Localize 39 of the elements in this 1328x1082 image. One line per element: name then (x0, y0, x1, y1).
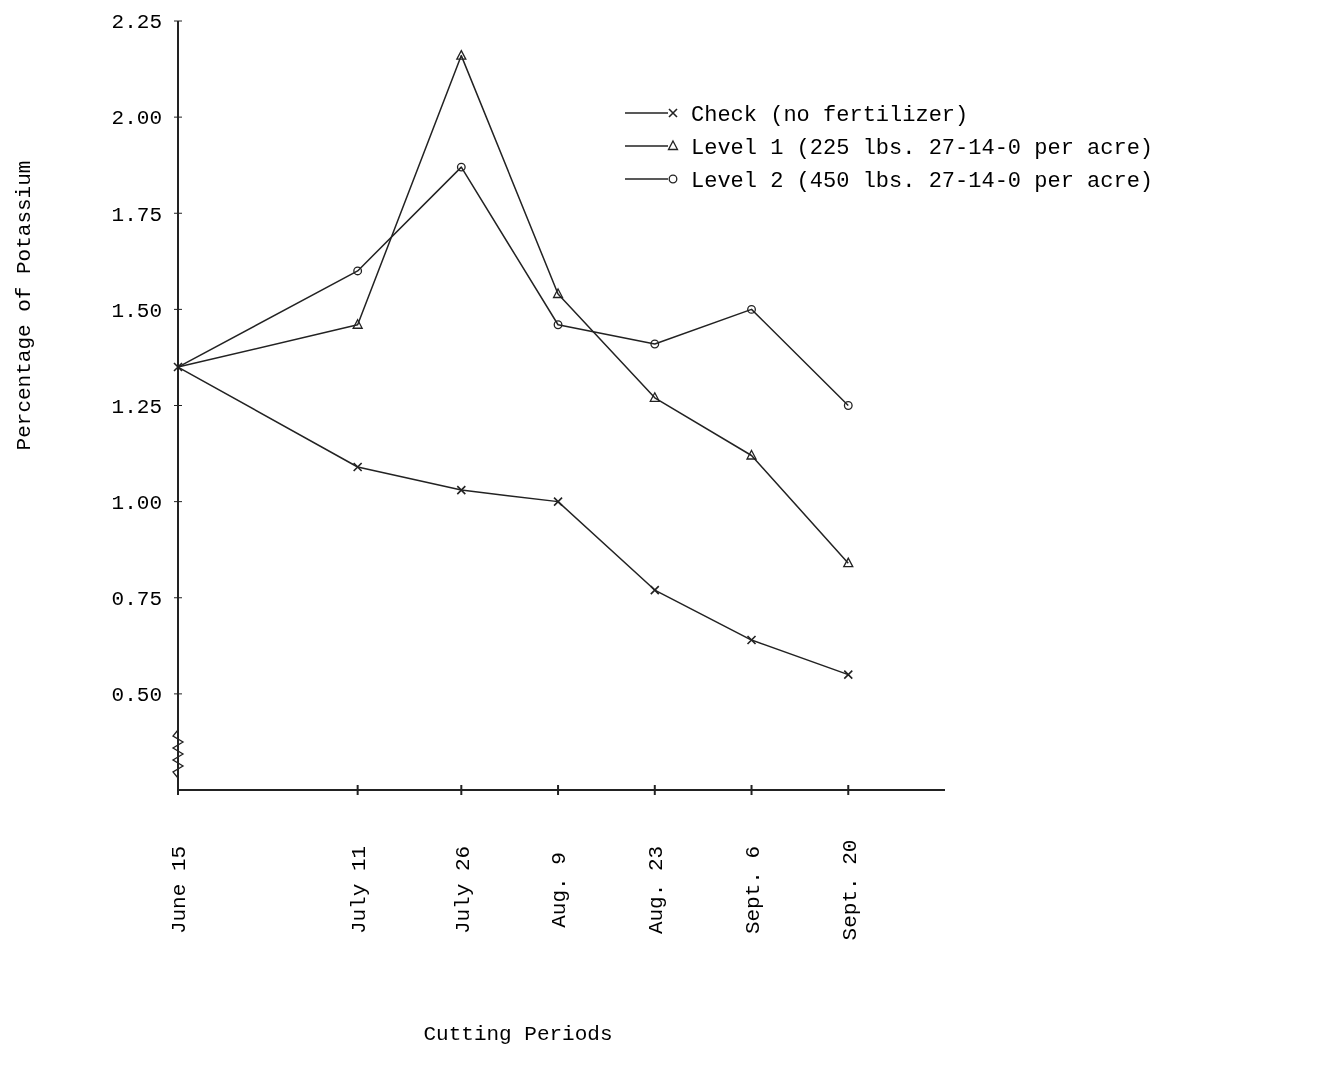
point (843, 401, 853, 410)
legend-label: Level 1 (225 lbs. 27-14-0 per acre) (691, 135, 1154, 161)
x-tick-label: Aug. 9 (548, 852, 572, 928)
point (552, 288, 564, 299)
x-axis-title: Cutting Periods (423, 1023, 613, 1046)
x-tick-label: Sept. 20 (838, 839, 862, 941)
point (843, 557, 854, 568)
y-tick-label: 1.00 (111, 491, 162, 515)
legend-label: Check (no fertilizer) (691, 102, 969, 128)
x-tick-label: June 15 (168, 845, 192, 935)
y-tick-label: 2.25 (111, 11, 162, 35)
point (746, 635, 757, 645)
x-tick-label: July 26 (451, 845, 475, 935)
point (352, 462, 363, 472)
y-tick-label: 2.00 (111, 107, 162, 131)
y-tick-label: 0.75 (111, 588, 162, 612)
x-tick-label: July 11 (348, 845, 372, 935)
point (353, 266, 363, 276)
y-tick-label: 1.75 (111, 203, 162, 227)
point (456, 485, 467, 495)
point (747, 304, 756, 314)
y-axis-title: Percentage of Potassium (13, 160, 36, 451)
point (352, 319, 363, 329)
legend-label: Level 2 (450 lbs. 27-14-0 per acre) (691, 168, 1154, 194)
x-tick-label: Sept. 6 (741, 845, 765, 935)
point (456, 49, 467, 60)
point (553, 496, 563, 507)
point (649, 585, 660, 595)
point (746, 449, 757, 460)
point (456, 162, 466, 172)
point (553, 320, 563, 330)
y-tick-label: 1.25 (111, 395, 162, 419)
x-tick-label: Aug. 23 (645, 845, 669, 935)
point (843, 669, 854, 680)
y-tick-label: 1.50 (111, 299, 162, 323)
y-tick-label: 0.50 (111, 684, 162, 708)
point (649, 392, 660, 402)
point (173, 362, 183, 372)
point (650, 339, 660, 349)
